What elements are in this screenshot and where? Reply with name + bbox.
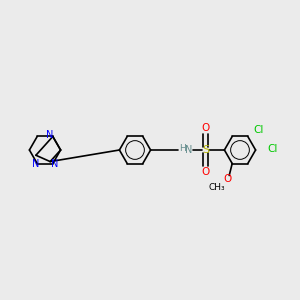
Text: Cl: Cl xyxy=(253,125,263,136)
Text: N: N xyxy=(51,158,58,169)
Text: O: O xyxy=(201,167,210,177)
Text: O: O xyxy=(201,123,210,134)
Text: Cl: Cl xyxy=(267,143,277,154)
Text: N: N xyxy=(185,145,193,155)
Text: O: O xyxy=(224,173,232,184)
Text: N: N xyxy=(32,158,39,169)
Text: N: N xyxy=(46,130,53,140)
Text: CH₃: CH₃ xyxy=(209,183,226,192)
Text: S: S xyxy=(202,145,209,155)
Text: H: H xyxy=(180,144,186,153)
